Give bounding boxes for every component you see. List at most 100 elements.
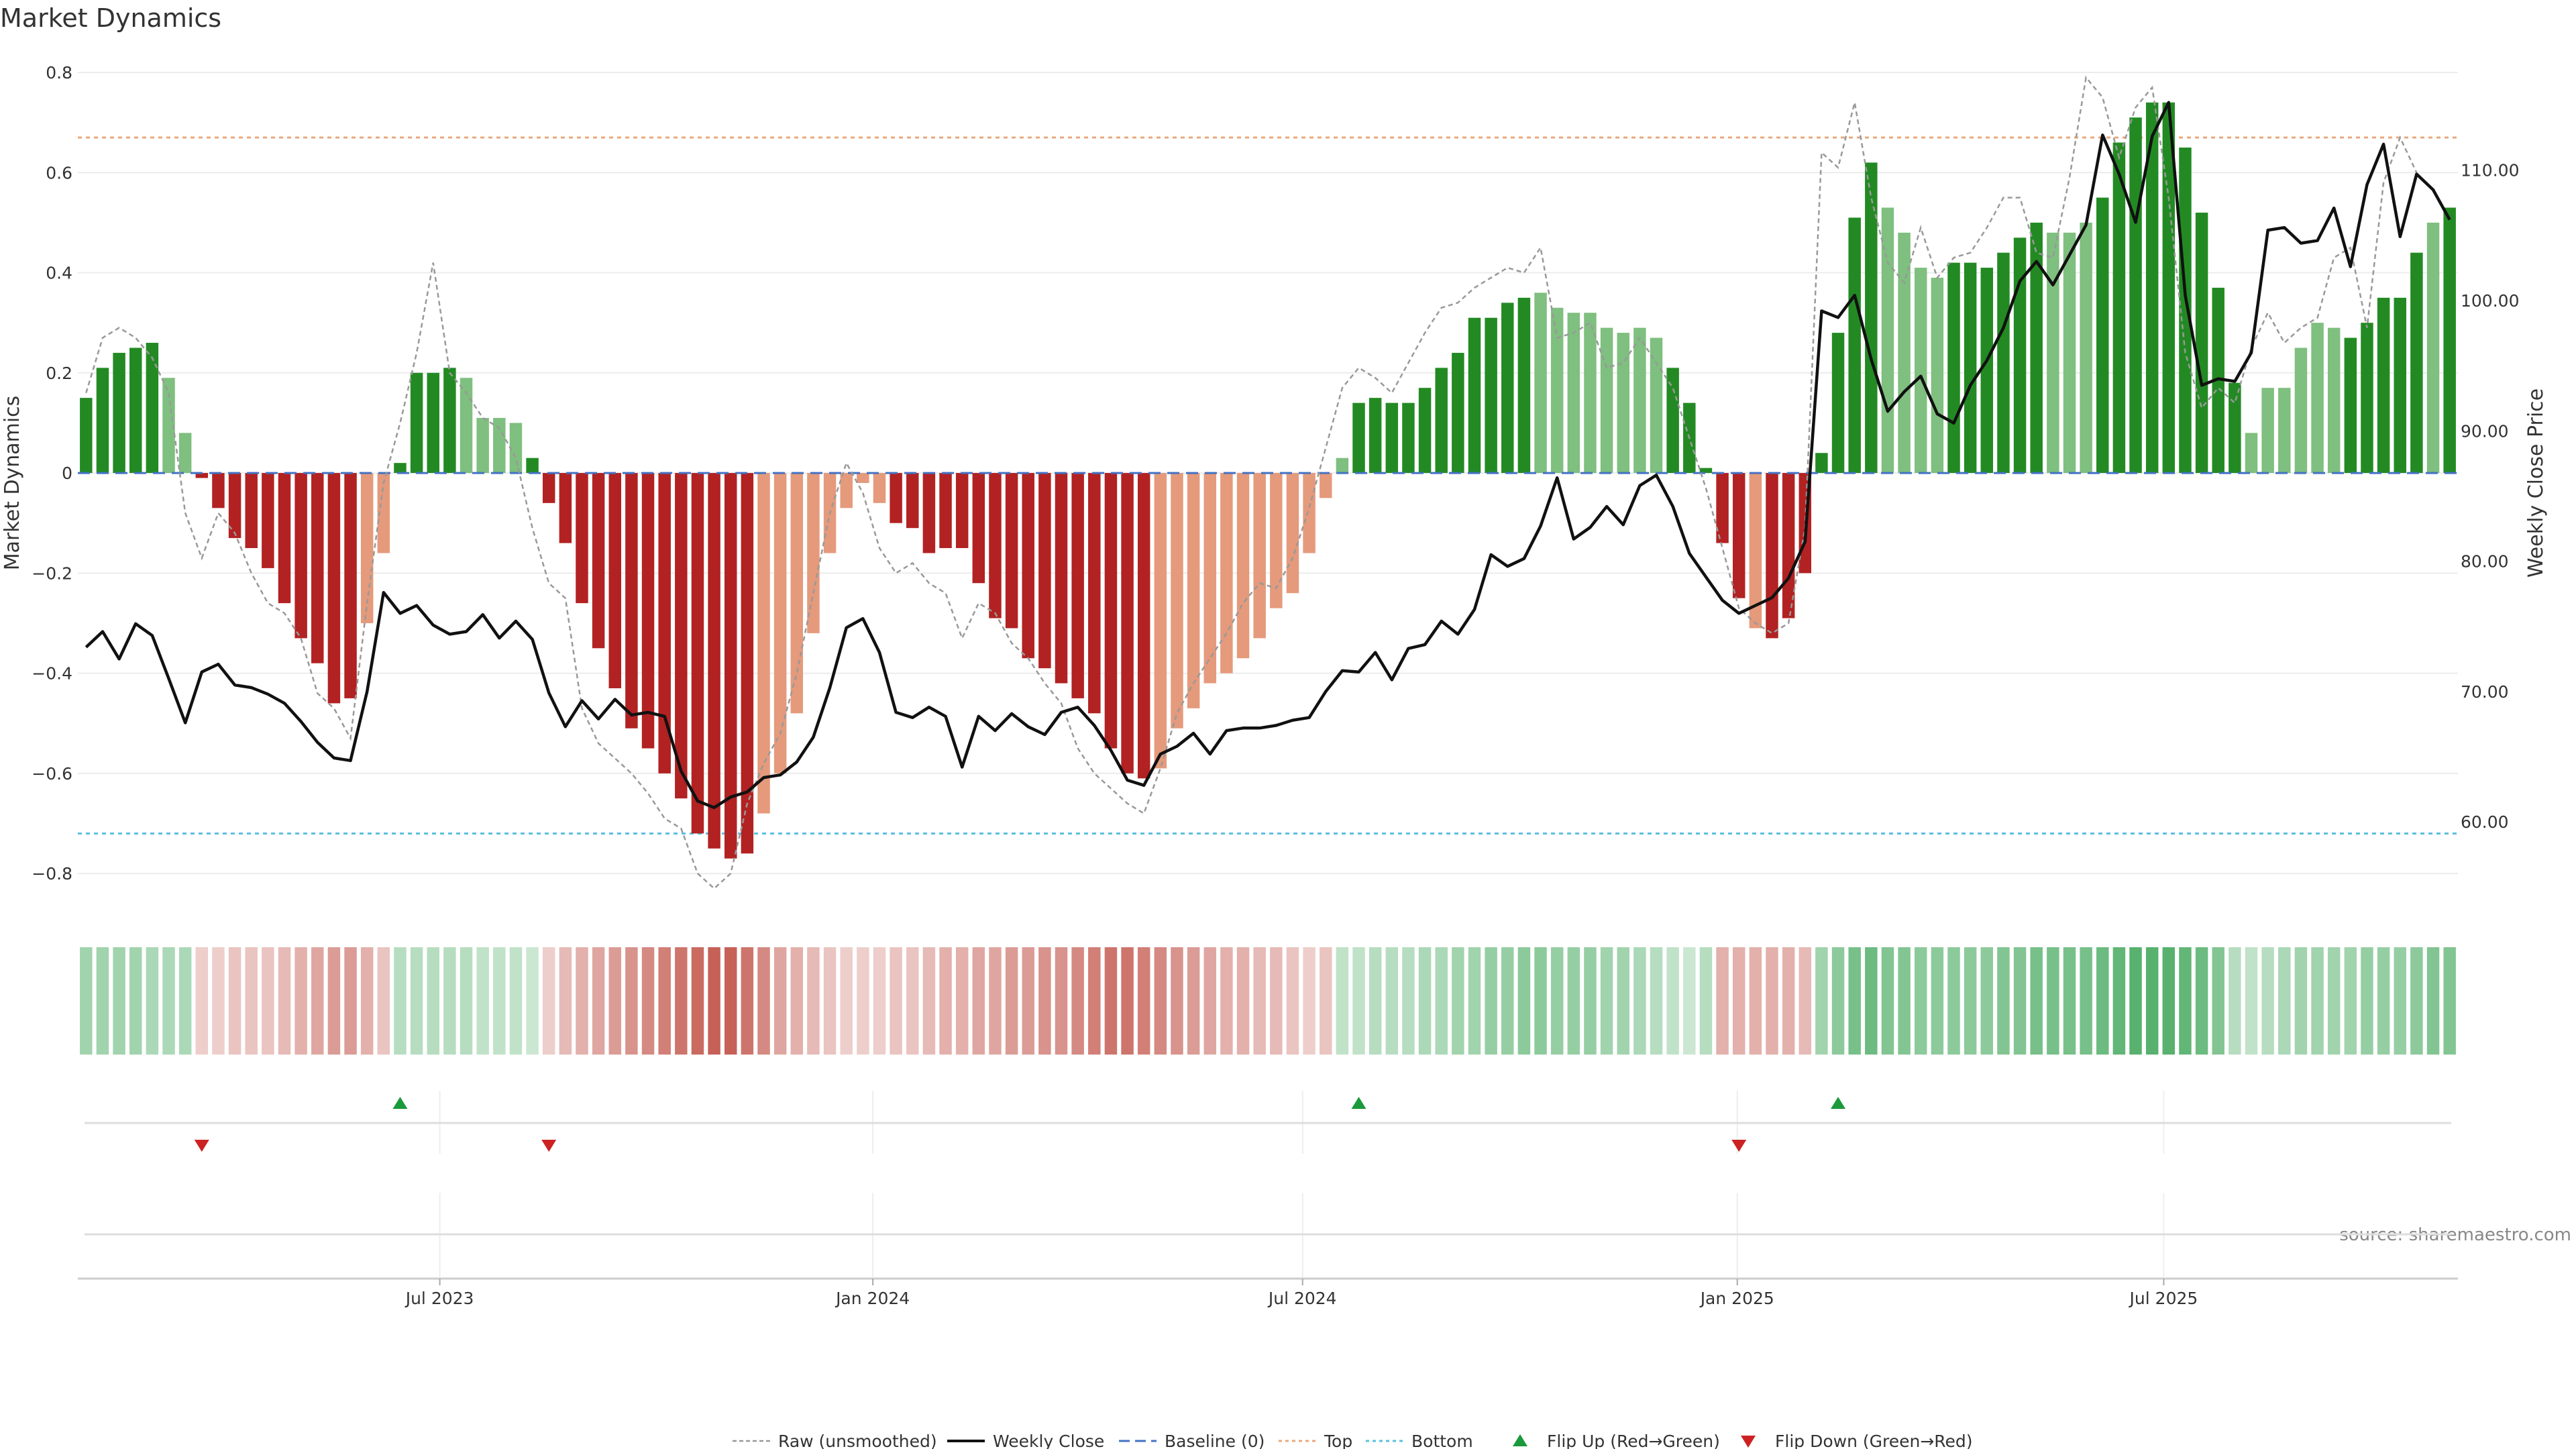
heatmap-cell bbox=[1782, 947, 1795, 1055]
momentum-bar bbox=[1997, 252, 2010, 474]
heatmap-cell bbox=[1964, 947, 1977, 1055]
y2-tick-label: 100.00 bbox=[2461, 291, 2519, 311]
momentum-bar bbox=[2394, 297, 2407, 474]
heatmap-cell bbox=[542, 947, 555, 1055]
heatmap-cell bbox=[741, 947, 754, 1055]
heatmap-cell bbox=[890, 947, 902, 1055]
heatmap-cell bbox=[1435, 947, 1448, 1055]
momentum-bar bbox=[1584, 313, 1597, 474]
heatmap-cell bbox=[1220, 947, 1233, 1055]
momentum-bar bbox=[741, 473, 754, 854]
momentum-bar bbox=[922, 473, 936, 553]
heatmap-cell bbox=[427, 947, 439, 1055]
heatmap-cell bbox=[972, 947, 985, 1055]
chart-title: Market Dynamics bbox=[0, 3, 221, 33]
heatmap-cell bbox=[476, 947, 489, 1055]
momentum-bar bbox=[1022, 473, 1034, 659]
momentum-bar bbox=[1336, 458, 1349, 474]
heatmap-cell bbox=[1121, 947, 1134, 1055]
heatmap-cell bbox=[1997, 947, 2010, 1055]
x-tick-label: Jul 2024 bbox=[1267, 1289, 1337, 1308]
heatmap-cell bbox=[113, 947, 125, 1055]
heatmap-cell bbox=[2311, 947, 2324, 1055]
momentum-bar bbox=[1485, 317, 1497, 474]
momentum-bar bbox=[1600, 327, 1613, 474]
heatmap-cell bbox=[360, 947, 374, 1055]
momentum-bar bbox=[2063, 232, 2076, 474]
heatmap-cell bbox=[1071, 947, 1084, 1055]
momentum-bar bbox=[178, 433, 192, 474]
heatmap-cell bbox=[2443, 947, 2456, 1055]
heatmap-cell bbox=[1732, 947, 1746, 1055]
heatmap-cell bbox=[2112, 947, 2126, 1055]
heatmap-cell bbox=[195, 947, 209, 1055]
heatmap-cell bbox=[212, 947, 225, 1055]
heatmap-cell bbox=[773, 947, 787, 1055]
momentum-bar bbox=[708, 473, 720, 849]
momentum-bar bbox=[2311, 323, 2324, 474]
heatmap-cell bbox=[1633, 947, 1646, 1055]
momentum-bar bbox=[2162, 102, 2176, 474]
heatmap-cell bbox=[1815, 947, 1828, 1055]
heatmap-cell bbox=[2212, 947, 2224, 1055]
momentum-bar bbox=[1501, 303, 1514, 474]
legend-swatch-flip-up bbox=[1513, 1434, 1527, 1446]
momentum-bar bbox=[311, 473, 324, 663]
heatmap-cell bbox=[576, 947, 588, 1055]
heatmap-cell bbox=[1699, 947, 1713, 1055]
y-tick-label: −0.8 bbox=[32, 864, 72, 883]
legend-label: Baseline (0) bbox=[1165, 1432, 1265, 1449]
heatmap-cell bbox=[1137, 947, 1150, 1055]
heatmap-cell bbox=[394, 947, 407, 1055]
heatmap-cell bbox=[1368, 947, 1382, 1055]
momentum-bar bbox=[2080, 222, 2092, 474]
legend-swatch-flip-down bbox=[1741, 1436, 1756, 1448]
heatmap-cell bbox=[1352, 947, 1365, 1055]
heatmap-cell bbox=[1799, 947, 1812, 1055]
momentum-bar bbox=[2145, 102, 2159, 474]
momentum-bar bbox=[1171, 473, 1183, 729]
momentum-bar bbox=[1303, 473, 1316, 553]
momentum-bar bbox=[1517, 297, 1531, 474]
heatmap-cell bbox=[1865, 947, 1878, 1055]
momentum-bar bbox=[377, 473, 390, 553]
momentum-bar bbox=[1468, 317, 1481, 474]
legend-label: Weekly Close bbox=[993, 1432, 1104, 1449]
heatmap-cell bbox=[1749, 947, 1762, 1055]
momentum-bar bbox=[1055, 473, 1068, 684]
heatmap-cell bbox=[675, 947, 688, 1055]
momentum-bar bbox=[1848, 217, 1861, 474]
momentum-bar bbox=[1071, 473, 1084, 698]
momentum-bar bbox=[1947, 262, 1960, 474]
momentum-bar bbox=[955, 473, 969, 549]
momentum-bar bbox=[344, 473, 357, 698]
momentum-bar bbox=[1005, 473, 1018, 629]
heatmap-cell bbox=[2013, 947, 2027, 1055]
momentum-bar bbox=[2361, 323, 2373, 474]
heatmap-cell bbox=[129, 947, 142, 1055]
heatmap-cell bbox=[509, 947, 523, 1055]
heatmap-cell bbox=[939, 947, 952, 1055]
heatmap-cell bbox=[2361, 947, 2373, 1055]
heatmap-cell bbox=[857, 947, 869, 1055]
momentum-bar bbox=[2030, 222, 2043, 474]
momentum-bar bbox=[2129, 117, 2142, 474]
momentum-bar bbox=[608, 473, 622, 688]
heatmap-cell bbox=[2162, 947, 2176, 1055]
momentum-bar bbox=[2426, 222, 2440, 474]
momentum-bar bbox=[1666, 368, 1679, 474]
heatmap-cell bbox=[1402, 947, 1415, 1055]
heatmap-cell bbox=[2327, 947, 2341, 1055]
heatmap-cell bbox=[1881, 947, 1894, 1055]
momentum-bar bbox=[1898, 232, 1911, 474]
momentum-bar bbox=[493, 417, 506, 474]
momentum-bar bbox=[906, 473, 919, 529]
y-tick-label: −0.6 bbox=[32, 764, 72, 784]
heatmap-cell bbox=[245, 947, 258, 1055]
y2-tick-label: 80.00 bbox=[2461, 552, 2509, 572]
heatmap-cell bbox=[2063, 947, 2076, 1055]
heatmap-cell bbox=[1831, 947, 1845, 1055]
momentum-bar bbox=[1567, 313, 1580, 474]
momentum-bar bbox=[1633, 327, 1646, 474]
